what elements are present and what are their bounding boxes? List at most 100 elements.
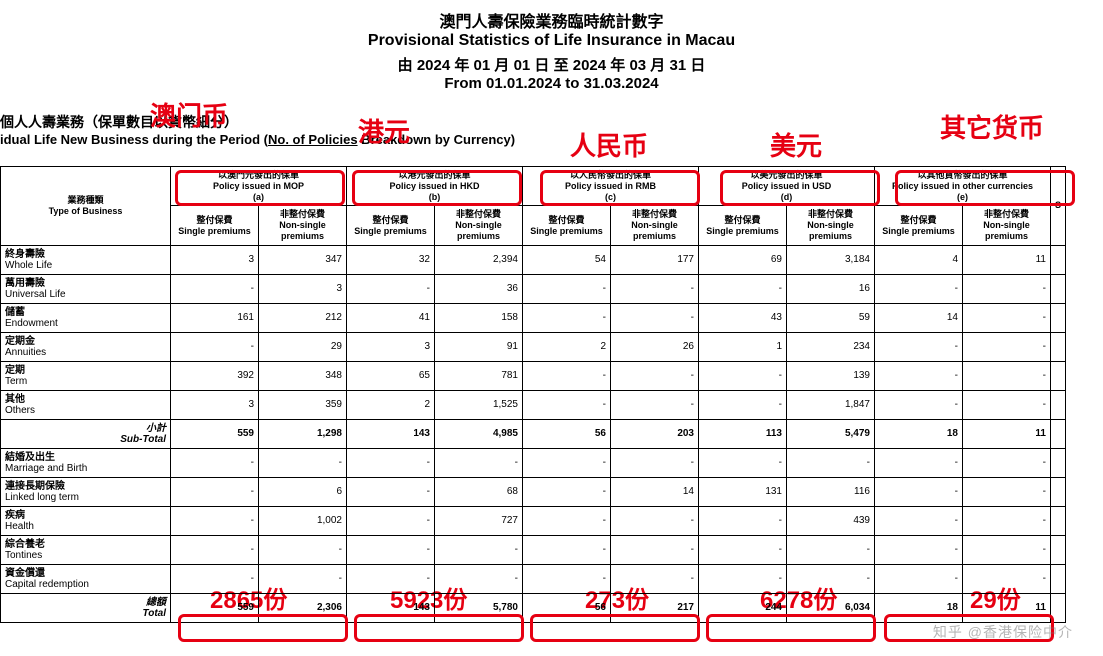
cell: 59	[787, 303, 875, 332]
row-label: 資金償還Capital redemption	[1, 564, 171, 593]
cell: -	[347, 274, 435, 303]
table-row: 其他Others335921,525---1,847--	[1, 390, 1066, 419]
cell: 113	[699, 419, 787, 448]
cell: 56	[523, 419, 611, 448]
cell: 41	[347, 303, 435, 332]
cell: 392	[171, 361, 259, 390]
cell: 348	[259, 361, 347, 390]
annotation-mop: 澳门币	[150, 96, 228, 133]
redbox-header-other	[895, 170, 1075, 206]
table-row: 綜合養老Tontines----------	[1, 535, 1066, 564]
cell: 6	[259, 477, 347, 506]
cell: -	[963, 477, 1051, 506]
cell: 439	[787, 506, 875, 535]
row-label: 萬用壽險Universal Life	[1, 274, 171, 303]
cell-cut	[1051, 419, 1066, 448]
subheader-nonsingle: 非整付保費Non-singlepremiums	[963, 206, 1051, 245]
cell: -	[787, 564, 875, 593]
cell: 14	[611, 477, 699, 506]
row-label: 定期金Annuities	[1, 332, 171, 361]
cell: 359	[259, 390, 347, 419]
cell: -	[347, 535, 435, 564]
cell: 1	[699, 332, 787, 361]
cell: -	[611, 535, 699, 564]
row-label: 綜合養老Tontines	[1, 535, 171, 564]
cell-cut	[1051, 332, 1066, 361]
cell: 54	[523, 245, 611, 274]
cell: 559	[171, 419, 259, 448]
cell: 727	[435, 506, 523, 535]
cell: -	[259, 564, 347, 593]
cell: 26	[611, 332, 699, 361]
cell-cut	[1051, 390, 1066, 419]
cell: -	[347, 564, 435, 593]
cell: 32	[347, 245, 435, 274]
cell: -	[611, 361, 699, 390]
subheader-single: 整付保費Single premiums	[875, 206, 963, 245]
cell: 1,525	[435, 390, 523, 419]
cell: -	[171, 448, 259, 477]
cell-cut	[1051, 564, 1066, 593]
cell: -	[699, 390, 787, 419]
cell-cut	[1051, 274, 1066, 303]
cell: -	[699, 535, 787, 564]
cell: -	[259, 448, 347, 477]
cell-cut	[1051, 506, 1066, 535]
cell: 11	[963, 245, 1051, 274]
redbox-total-usd	[706, 614, 876, 642]
annotation-rmb: 人民币	[570, 126, 648, 163]
cell: -	[875, 506, 963, 535]
subheader-single: 整付保費Single premiums	[347, 206, 435, 245]
cell: -	[523, 535, 611, 564]
annotation-other: 其它货币	[940, 108, 1044, 145]
section-subtitle: 個人人壽業務（保單數目以貨幣細分） idual Life New Busines…	[0, 112, 515, 147]
cell: -	[963, 361, 1051, 390]
cell: -	[963, 303, 1051, 332]
row-label: 總額Total	[1, 593, 171, 622]
cell: 2	[347, 390, 435, 419]
redbox-header-usd	[720, 170, 880, 206]
cell: -	[259, 535, 347, 564]
subheader-single: 整付保費Single premiums	[699, 206, 787, 245]
cell: 3	[171, 390, 259, 419]
title-zh: 澳門人壽保險業務臨時統計數字	[0, 8, 1103, 32]
cell: -	[523, 564, 611, 593]
col-header-type: 業務種類 Type of Business	[1, 167, 171, 246]
cell: -	[963, 535, 1051, 564]
cell: 4	[875, 245, 963, 274]
redbox-header-hkd	[352, 170, 522, 206]
cell-cut	[1051, 477, 1066, 506]
page: 澳門人壽保險業務臨時統計數字 Provisional Statistics of…	[0, 0, 1103, 656]
cell: -	[347, 506, 435, 535]
cell: -	[963, 506, 1051, 535]
document-header: 澳門人壽保險業務臨時統計數字 Provisional Statistics of…	[0, 0, 1103, 92]
cell-cut	[1051, 303, 1066, 332]
cell: 16	[787, 274, 875, 303]
cell: 3	[171, 245, 259, 274]
cell: -	[875, 332, 963, 361]
table-row: 連接長期保險Linked long term-6-68-14131116--	[1, 477, 1066, 506]
cell: -	[171, 506, 259, 535]
subheader-nonsingle: 非整付保費Non-singlepremiums	[611, 206, 699, 245]
cell: 116	[787, 477, 875, 506]
table-row: 疾病Health-1,002-727---439--	[1, 506, 1066, 535]
cell: 69	[699, 245, 787, 274]
cell: -	[963, 274, 1051, 303]
cell: -	[963, 390, 1051, 419]
redbox-total-rmb	[530, 614, 700, 642]
cell: 29	[259, 332, 347, 361]
table-row: 定期Term39234865781---139--	[1, 361, 1066, 390]
cell: 2,394	[435, 245, 523, 274]
period-zh: 由 2024 年 01 月 01 日 至 2024 年 03 月 31 日	[0, 54, 1103, 75]
table-row: 儲蓄Endowment16121241158--435914-	[1, 303, 1066, 332]
annotation-usd: 美元	[770, 126, 822, 163]
subheader-nonsingle: 非整付保費Non-singlepremiums	[259, 206, 347, 245]
cell: -	[347, 448, 435, 477]
cell: 1,847	[787, 390, 875, 419]
table-row: 結婚及出生Marriage and Birth----------	[1, 448, 1066, 477]
cell: 18	[875, 419, 963, 448]
cell: -	[523, 506, 611, 535]
table-row: 終身壽險Whole Life3347322,39454177693,184411	[1, 245, 1066, 274]
cell: 143	[347, 419, 435, 448]
cell: -	[611, 448, 699, 477]
